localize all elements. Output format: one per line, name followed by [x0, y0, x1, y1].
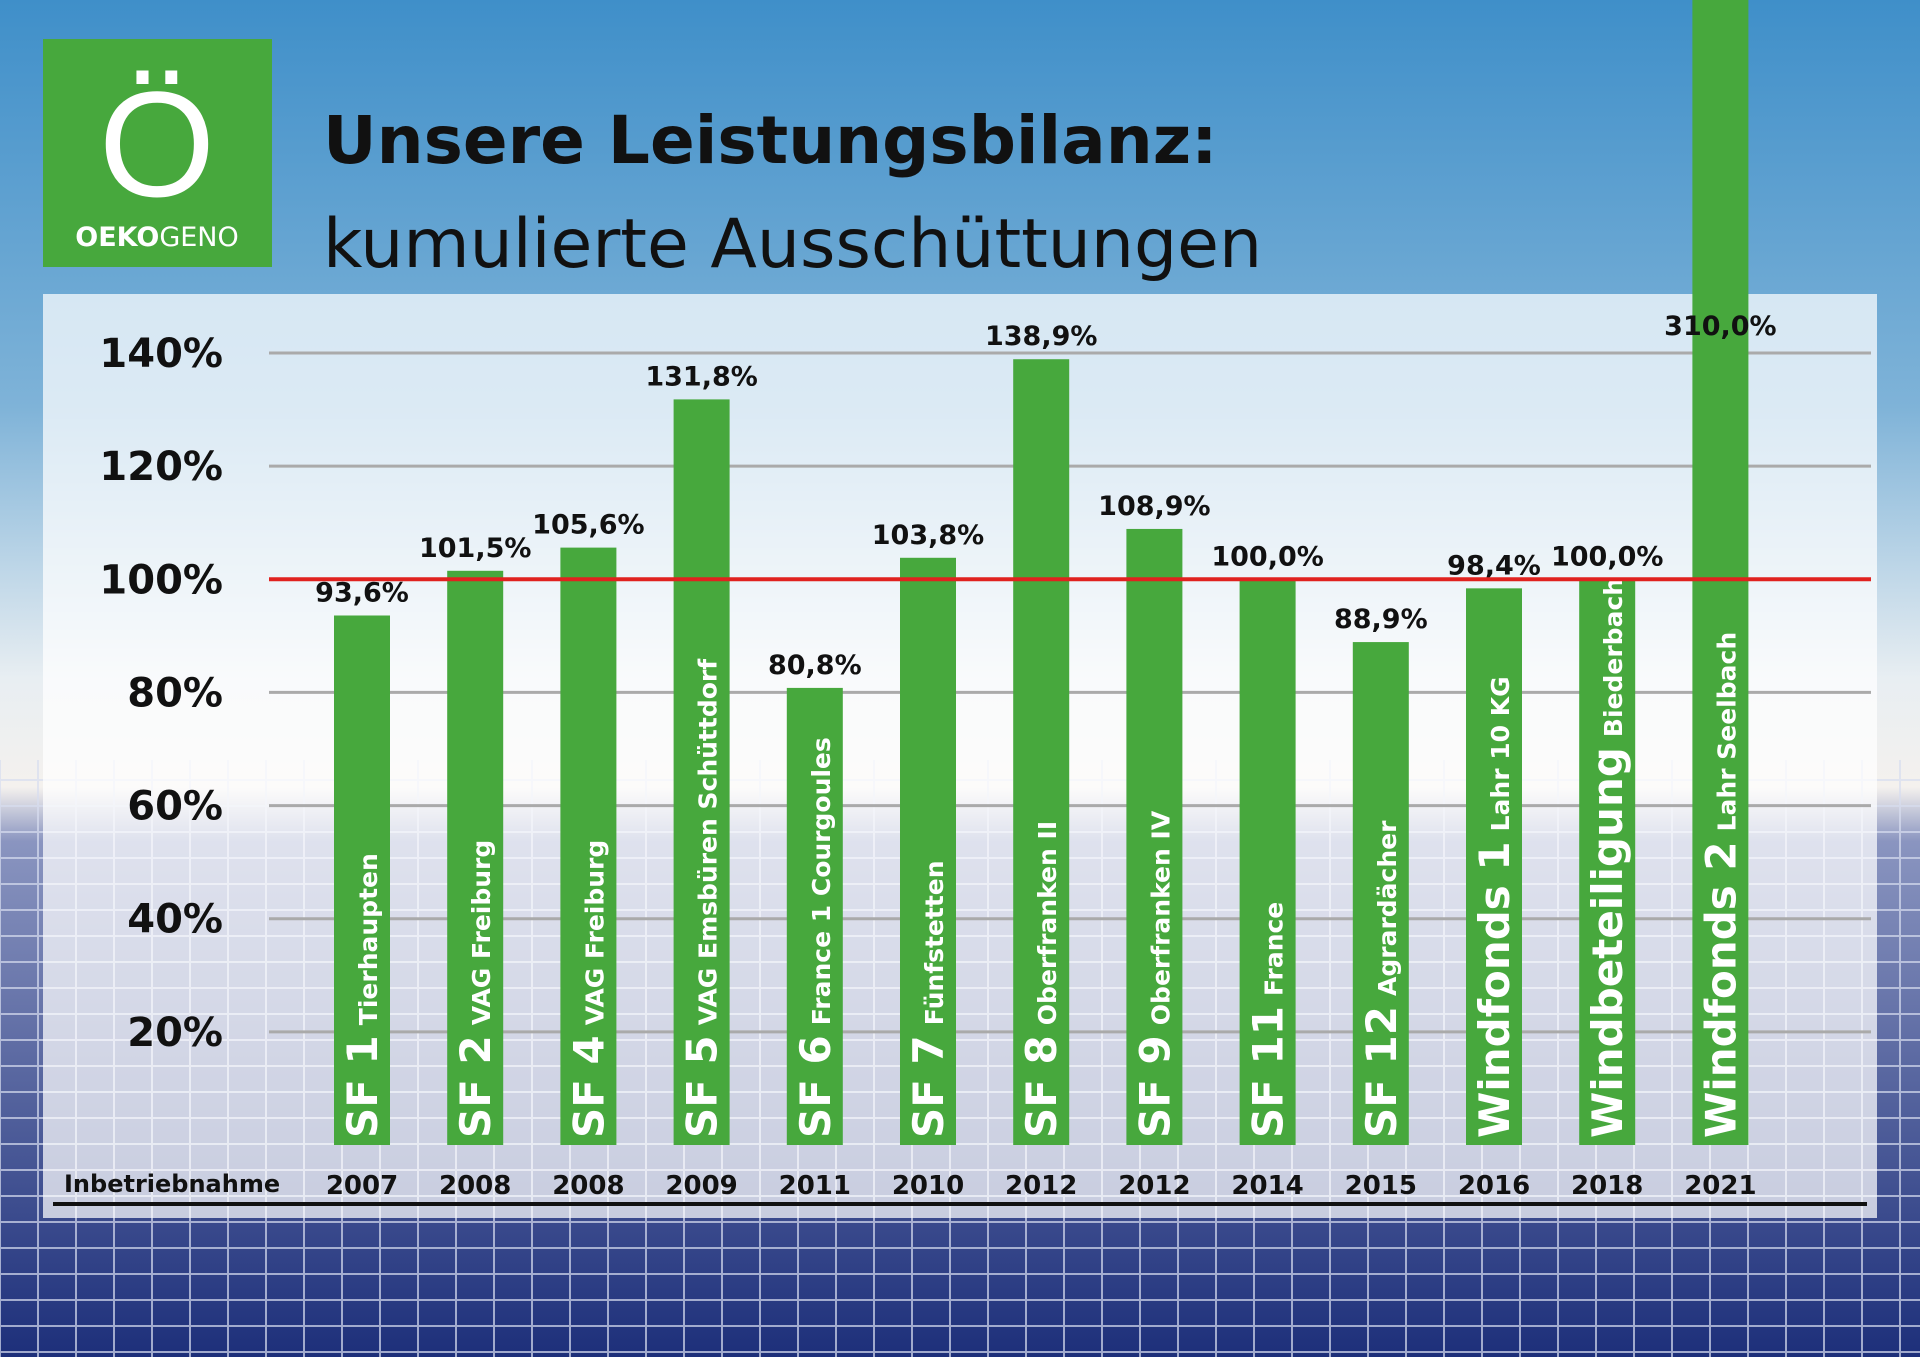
y-tick-label: 100%: [99, 557, 223, 603]
logo-text: OEKOGENO: [75, 222, 239, 253]
bar-label: SF 7 Fünfstetten: [904, 860, 953, 1138]
y-tick-label: 140%: [99, 331, 223, 377]
bar-label: SF 2 VAG Freiburg: [451, 840, 500, 1138]
x-tick-label: 2011: [779, 1171, 851, 1201]
bar-label-sub: VAG Freiburg: [467, 840, 496, 1025]
bar: [786, 687, 843, 1145]
bar-label-sub: VAG Freiburg: [580, 840, 609, 1025]
bar: [447, 570, 504, 1145]
bar: [1013, 359, 1070, 1145]
chart-title: Unsere Leistungsbilanz:: [323, 102, 1218, 179]
x-tick-label: 2014: [1231, 1171, 1303, 1201]
logo-box: [43, 39, 272, 267]
value-label: 108,9%: [1098, 491, 1210, 522]
value-label: 80,8%: [768, 650, 862, 681]
value-label: 105,6%: [532, 510, 644, 541]
bar-label-main: SF 5: [678, 1035, 727, 1138]
bar-label: SF 1 Tierhaupten: [338, 853, 387, 1138]
bar-label-sub: Fünfstetten: [920, 860, 949, 1025]
bar-label-sub: Tierhaupten: [354, 853, 383, 1025]
bar: [560, 547, 617, 1145]
bar-label-main: Windfonds 1: [1470, 841, 1519, 1138]
bar-label-sub: Agrardächer: [1373, 820, 1402, 996]
bar-label: Windbeteiligung Biederbach: [1583, 578, 1632, 1138]
logo-symbol: Ö: [99, 60, 216, 228]
bar-label-main: SF 8: [1017, 1035, 1066, 1138]
bar-label: SF 9 Oberfranken IV: [1130, 810, 1179, 1138]
bar-label: SF 8 Oberfranken II: [1017, 821, 1066, 1138]
bar: [1239, 579, 1296, 1145]
bar-label-sub: Oberfranken II: [1033, 821, 1062, 1025]
bar-label-main: SF 7: [904, 1035, 953, 1138]
bar-label: Windfonds 2 Lahr Seelbach: [1696, 632, 1745, 1138]
x-tick-label: 2008: [439, 1171, 511, 1201]
value-label: 100,0%: [1211, 541, 1323, 572]
x-tick-label: 2007: [326, 1171, 398, 1201]
value-label: 103,8%: [872, 520, 984, 551]
bar-label-sub: France 1 Courgoules: [807, 737, 836, 1025]
x-tick-label: 2008: [552, 1171, 624, 1201]
bar: [1579, 579, 1636, 1145]
bar-label: SF 12 Agrardächer: [1357, 820, 1406, 1138]
x-tick-label: 2012: [1005, 1171, 1077, 1201]
x-tick-label: 2009: [665, 1171, 737, 1201]
bar-label-main: SF 1: [338, 1035, 387, 1138]
logo-text-bold: OEKO: [75, 222, 159, 253]
y-tick-label: 120%: [99, 444, 223, 490]
bar-label: SF 5 VAG Emsbüren Schüttdorf: [678, 658, 727, 1138]
bar-label-sub: France: [1260, 902, 1289, 996]
bar-label-sub: VAG Emsbüren Schüttdorf: [694, 658, 723, 1025]
bar-label-sub: Oberfranken IV: [1146, 810, 1175, 1025]
bar: [673, 399, 730, 1146]
logo-text-rest: GENO: [159, 222, 238, 253]
y-tick-label: 80%: [127, 670, 223, 716]
value-label: 101,5%: [419, 533, 531, 564]
bar-label-main: SF 9: [1130, 1035, 1179, 1138]
bar-label: SF 11 France: [1244, 902, 1293, 1138]
value-label: 131,8%: [645, 361, 757, 392]
x-tick-label: 2015: [1345, 1171, 1417, 1201]
value-label: 88,9%: [1334, 604, 1428, 635]
x-tick-label: 2016: [1458, 1171, 1530, 1201]
bar: [1692, 0, 1749, 1146]
x-tick-label: 2018: [1571, 1171, 1643, 1201]
x-tick-label: 2012: [1118, 1171, 1190, 1201]
bar-label: Windfonds 1 Lahr 10 KG: [1470, 676, 1519, 1138]
bar-label: SF 6 France 1 Courgoules: [791, 737, 840, 1138]
bar: [1466, 588, 1522, 1145]
bar-label-main: SF 11: [1244, 1006, 1293, 1138]
y-tick-label: 60%: [127, 784, 223, 830]
bar-label-main: Windfonds 2: [1696, 841, 1745, 1138]
bar-label-main: Windbeteiligung: [1583, 747, 1632, 1138]
bar-label-main: SF 6: [791, 1035, 840, 1138]
bar-label: SF 4 VAG Freiburg: [564, 840, 613, 1138]
bar-label-main: SF 2: [451, 1035, 500, 1138]
bar-label-sub: Lahr 10 KG: [1486, 676, 1515, 831]
bar: [900, 557, 956, 1145]
bar-label-main: SF 12: [1357, 1006, 1406, 1138]
bar: [1126, 528, 1183, 1145]
bar-label-main: SF 4: [564, 1035, 613, 1138]
bar-label-sub: Lahr Seelbach: [1712, 632, 1741, 832]
bar: [334, 615, 390, 1145]
y-tick-label: 40%: [127, 897, 223, 943]
bar-label-sub: Biederbach: [1599, 578, 1628, 737]
x-tick-label: 2021: [1684, 1171, 1756, 1201]
x-axis-label: Inbetriebnahme: [64, 1170, 280, 1198]
value-label: 100,0%: [1551, 541, 1663, 572]
x-tick-label: 2010: [892, 1171, 964, 1201]
bar: [1352, 642, 1409, 1145]
value-label: 98,4%: [1447, 550, 1541, 581]
value-label: 93,6%: [315, 577, 409, 608]
y-tick-label: 20%: [127, 1010, 223, 1056]
value-label: 138,9%: [985, 321, 1097, 352]
chart-subtitle: kumulierte Ausschüttungen: [323, 205, 1262, 284]
value-label: 310,0%: [1664, 311, 1776, 342]
